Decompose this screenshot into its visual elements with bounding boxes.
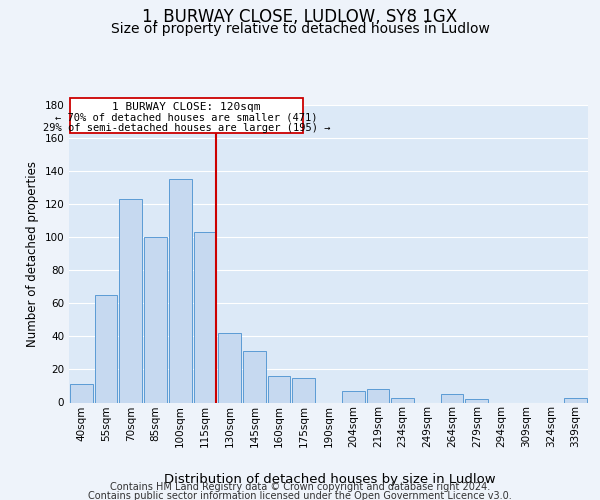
Bar <box>194 232 216 402</box>
Y-axis label: Number of detached properties: Number of detached properties <box>26 161 39 347</box>
Bar <box>367 390 389 402</box>
Bar <box>218 333 241 402</box>
Bar <box>144 237 167 402</box>
Bar <box>243 352 266 403</box>
Bar <box>466 399 488 402</box>
Text: 1 BURWAY CLOSE: 120sqm: 1 BURWAY CLOSE: 120sqm <box>112 102 260 112</box>
Bar <box>268 376 290 402</box>
Bar <box>342 391 365 402</box>
Bar <box>292 378 315 402</box>
Text: Distribution of detached houses by size in Ludlow: Distribution of detached houses by size … <box>164 474 496 486</box>
Text: Contains HM Land Registry data © Crown copyright and database right 2024.: Contains HM Land Registry data © Crown c… <box>110 482 490 492</box>
Text: Size of property relative to detached houses in Ludlow: Size of property relative to detached ho… <box>110 22 490 36</box>
Bar <box>564 398 587 402</box>
Text: Contains public sector information licensed under the Open Government Licence v3: Contains public sector information licen… <box>88 491 512 500</box>
Bar <box>95 295 118 403</box>
Bar <box>441 394 463 402</box>
Text: 29% of semi-detached houses are larger (195) →: 29% of semi-detached houses are larger (… <box>43 123 330 133</box>
Bar <box>70 384 93 402</box>
Bar <box>169 180 191 402</box>
Bar <box>119 199 142 402</box>
FancyBboxPatch shape <box>70 98 302 133</box>
Text: 1, BURWAY CLOSE, LUDLOW, SY8 1GX: 1, BURWAY CLOSE, LUDLOW, SY8 1GX <box>142 8 458 26</box>
Bar <box>391 398 414 402</box>
Text: ← 70% of detached houses are smaller (471): ← 70% of detached houses are smaller (47… <box>55 112 317 122</box>
